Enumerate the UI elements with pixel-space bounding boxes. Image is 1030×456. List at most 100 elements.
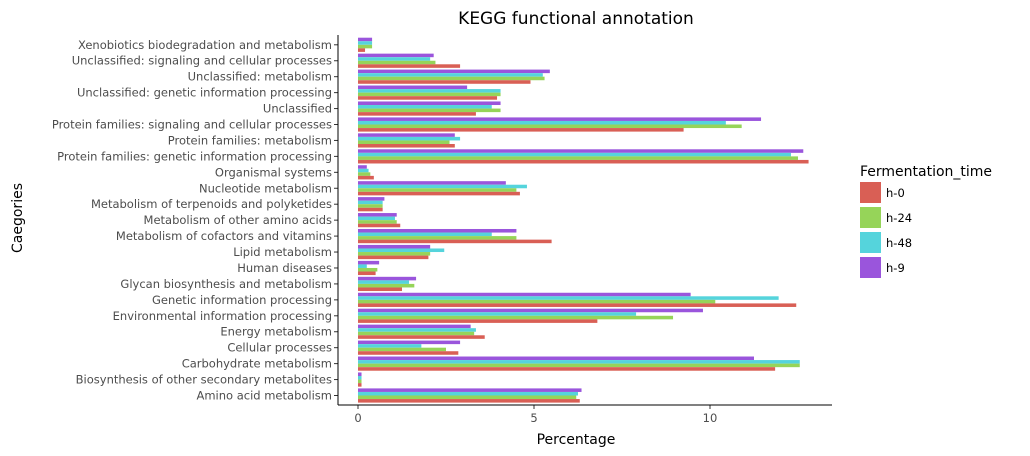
bar-h-0 <box>358 191 520 196</box>
bar-h-48 <box>358 105 492 109</box>
bar-h-9 <box>358 276 417 281</box>
bar-h-9 <box>358 292 691 297</box>
y-tick-label: Carbohydrate metabolism <box>182 357 332 371</box>
bar-h-9 <box>358 85 468 90</box>
bar-h-0 <box>358 319 598 323</box>
bars-group <box>358 37 809 403</box>
y-tick-label: Nucleotide metabolism <box>199 181 332 195</box>
chart-title: KEGG functional annotation <box>458 9 694 29</box>
bar-h-48 <box>358 280 410 284</box>
bar-h-48 <box>358 184 527 189</box>
bar-h-48 <box>358 391 578 396</box>
x-axis-title: Percentage <box>537 432 616 448</box>
y-tick-label: Genetic information processing <box>152 293 332 307</box>
bar-h-9 <box>358 228 517 233</box>
bar-h-0 <box>358 159 809 164</box>
bar-h-9 <box>358 260 380 265</box>
bar-h-0 <box>358 128 684 132</box>
y-tick-label: Cellular processes <box>227 341 332 355</box>
bar-h-0 <box>358 64 461 68</box>
bar-h-0 <box>358 239 552 244</box>
legend-swatch-h-48 <box>860 232 881 253</box>
bar-h-48 <box>358 360 800 364</box>
bar-h-9 <box>358 213 397 217</box>
bar-h-48 <box>358 89 501 93</box>
bar-h-48 <box>358 120 726 125</box>
bar-h-0 <box>358 48 366 52</box>
y-tick-label: Organismal systems <box>215 165 332 179</box>
bar-h-24 <box>358 299 716 304</box>
bar-h-9 <box>358 197 385 201</box>
y-tick-label: Metabolism of cofactors and vitamins <box>116 229 332 243</box>
y-tick-label: Unclassified: genetic information proces… <box>77 86 332 100</box>
y-tick-label: Protein families: metabolism <box>168 133 332 147</box>
bar-h-0 <box>358 112 476 116</box>
bar-h-0 <box>358 271 376 276</box>
bar-h-0 <box>358 223 401 228</box>
y-tick-label: Amino acid metabolism <box>196 389 332 403</box>
bar-h-0 <box>358 287 402 292</box>
x-tick-label: 5 <box>530 411 537 425</box>
bar-h-24 <box>358 267 378 272</box>
bar-h-24 <box>358 220 397 224</box>
bar-h-0 <box>358 143 455 148</box>
bar-h-24 <box>358 236 517 240</box>
legend: Fermentation_time h-0 h-24 h-48 h-9 <box>860 164 992 278</box>
bar-h-24 <box>358 108 501 113</box>
bar-h-24 <box>358 363 800 368</box>
bar-h-9 <box>358 37 373 42</box>
bar-h-48 <box>358 328 476 332</box>
y-axis-title: Caegories <box>10 183 26 253</box>
bar-h-24 <box>358 140 450 144</box>
y-tick-label: Xenobiotics biodegradation and metabolis… <box>78 38 332 52</box>
bar-h-48 <box>358 57 431 61</box>
y-tick-label: Unclassified: signaling and cellular pro… <box>72 54 332 68</box>
legend-label-h-9: h-9 <box>886 261 905 275</box>
bar-h-0 <box>358 351 459 355</box>
bar-h-24 <box>358 252 431 256</box>
bar-h-9 <box>358 133 455 137</box>
bar-h-0 <box>358 96 498 100</box>
bar-h-48 <box>358 73 543 77</box>
bar-h-9 <box>358 181 506 185</box>
y-tick-label: Unclassified <box>263 102 332 116</box>
bar-h-24 <box>358 156 798 160</box>
bar-h-9 <box>358 69 550 74</box>
bar-h-48 <box>358 248 445 253</box>
legend-label-h-24: h-24 <box>886 211 912 225</box>
bar-h-9 <box>358 388 582 392</box>
bar-h-0 <box>358 303 797 307</box>
bar-h-48 <box>358 136 461 141</box>
bar-h-9 <box>358 101 501 106</box>
bar-h-48 <box>358 376 362 380</box>
y-tick-label: Metabolism of other amino acids <box>144 213 332 227</box>
bar-h-24 <box>358 204 383 208</box>
bar-h-0 <box>358 175 374 180</box>
legend-swatch-h-9 <box>860 257 881 278</box>
y-tick-label: Glycan biosynthesis and metabolism <box>120 277 332 291</box>
bar-h-9 <box>358 324 471 329</box>
y-tick-label: Metabolism of terpenoids and polyketides <box>91 197 332 211</box>
bar-h-24 <box>358 60 436 65</box>
bar-h-48 <box>358 312 637 316</box>
bar-h-24 <box>358 172 371 176</box>
bar-h-24 <box>358 395 577 400</box>
bar-h-48 <box>358 152 791 157</box>
y-tick-label: Protein families: signaling and cellular… <box>52 118 332 132</box>
bar-h-24 <box>358 315 674 320</box>
bar-h-24 <box>358 379 362 384</box>
bar-h-24 <box>358 347 446 352</box>
legend-title: Fermentation_time <box>860 164 992 180</box>
bar-h-48 <box>358 344 422 348</box>
x-tick-group: 0 5 10 <box>354 405 717 425</box>
legend-swatch-h-24 <box>860 207 881 228</box>
y-tick-label: Lipid metabolism <box>233 245 332 259</box>
bar-h-48 <box>358 200 383 205</box>
bar-h-24 <box>358 124 742 129</box>
bar-h-9 <box>358 165 367 169</box>
x-tick-label: 10 <box>703 411 718 425</box>
bar-h-9 <box>358 117 762 121</box>
bar-h-9 <box>358 149 804 153</box>
y-tick-label: Biosynthesis of other secondary metaboli… <box>76 373 332 387</box>
